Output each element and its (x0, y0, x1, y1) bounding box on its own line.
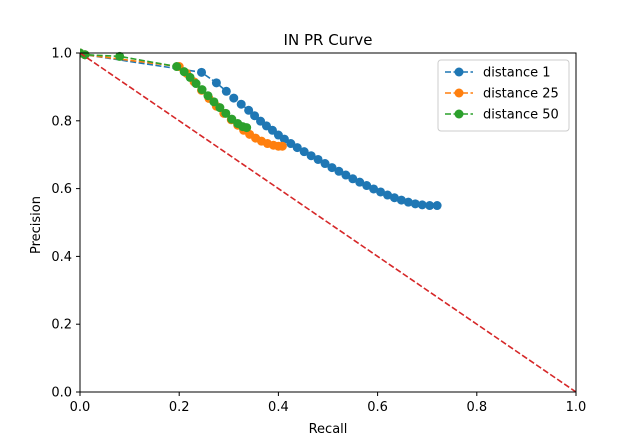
data-point (115, 51, 125, 61)
data-point (242, 123, 252, 133)
plot-frame (79, 52, 577, 393)
y-tick-label: 0.6 (51, 182, 72, 197)
y-axis-label: Precision (29, 196, 44, 254)
data-point (348, 174, 358, 184)
legend-marker (454, 88, 464, 98)
data-point (320, 159, 330, 169)
x-tick-label: 0.2 (169, 400, 190, 415)
y-tick-label: 0.2 (51, 318, 72, 333)
data-point (80, 50, 90, 60)
data-point (425, 201, 435, 211)
data-point (383, 190, 393, 200)
data-point (197, 67, 207, 77)
x-tick-label: 0.8 (466, 400, 487, 415)
x-tick-label: 0.0 (70, 400, 91, 415)
data-point (197, 85, 207, 95)
data-point (299, 147, 309, 157)
data-point (185, 72, 195, 82)
data-point (376, 187, 386, 197)
data-point (292, 143, 302, 153)
data-point (179, 67, 189, 77)
data-point (172, 62, 182, 72)
data-point (215, 103, 225, 113)
axes: 0.0 0.2 0.4 0.6 0.8 1.0 0.0 0.2 0.4 0.6 0.8 1.0 (51, 47, 586, 416)
data-point (327, 163, 337, 173)
data-point (396, 195, 406, 205)
data-point (250, 111, 260, 121)
x-tick-label: 0.4 (268, 400, 289, 415)
y-tick-label: 0.4 (51, 250, 72, 265)
y-tick-label: 0.8 (51, 114, 72, 129)
x-tick-label: 1.0 (566, 400, 587, 415)
data-point (403, 197, 413, 207)
data-point (410, 199, 420, 209)
legend-item: distance 1 (445, 66, 551, 81)
data-point (313, 154, 323, 164)
plot-area (80, 48, 577, 393)
data-point (334, 166, 344, 176)
data-point (191, 79, 201, 89)
legend-label: distance 25 (483, 87, 559, 102)
legend: distance 1 distance 25 distance 50 (437, 59, 570, 132)
series-distance-1 (80, 48, 442, 211)
chart-title: IN PR Curve (284, 31, 373, 49)
data-point (221, 86, 231, 96)
series-line (80, 52, 577, 393)
data-point (221, 108, 231, 118)
data-point (277, 141, 287, 151)
data-point (341, 170, 351, 180)
data-point (417, 200, 427, 210)
series-distance-50 (80, 48, 252, 133)
x-axis-label: Recall (309, 422, 348, 437)
legend-marker (454, 67, 464, 77)
data-point (236, 99, 246, 109)
x-tick-label: 0.6 (367, 400, 388, 415)
legend-item: distance 50 (445, 108, 559, 123)
data-point (279, 134, 289, 144)
legend-label: distance 50 (483, 108, 559, 123)
data-point (355, 177, 365, 187)
data-point (362, 181, 372, 191)
data-point (369, 184, 379, 194)
legend-item: distance 25 (445, 87, 559, 102)
data-point (306, 151, 316, 161)
series-baseline (80, 52, 577, 393)
data-point (209, 97, 219, 107)
y-tick-label: 1.0 (51, 47, 72, 62)
data-point (432, 201, 442, 211)
data-point (229, 93, 239, 103)
legend-marker (454, 109, 464, 119)
y-tick-label: 0.0 (51, 386, 72, 401)
legend-label: distance 1 (483, 66, 551, 81)
series-distance-25 (80, 48, 287, 151)
data-point (244, 105, 254, 115)
data-point (203, 91, 213, 101)
data-point (389, 193, 399, 203)
data-point (286, 139, 296, 149)
series-line (80, 52, 438, 207)
data-point (211, 78, 221, 88)
